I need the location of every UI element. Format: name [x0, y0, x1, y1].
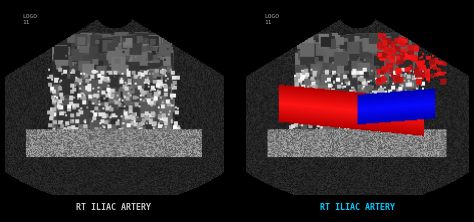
- Text: LOGO
11: LOGO 11: [264, 14, 279, 25]
- Text: RT ILIAC ARTERY: RT ILIAC ARTERY: [76, 203, 151, 212]
- Text: RT ILIAC ARTERY: RT ILIAC ARTERY: [320, 203, 395, 212]
- Text: LOGO
11: LOGO 11: [22, 14, 37, 25]
